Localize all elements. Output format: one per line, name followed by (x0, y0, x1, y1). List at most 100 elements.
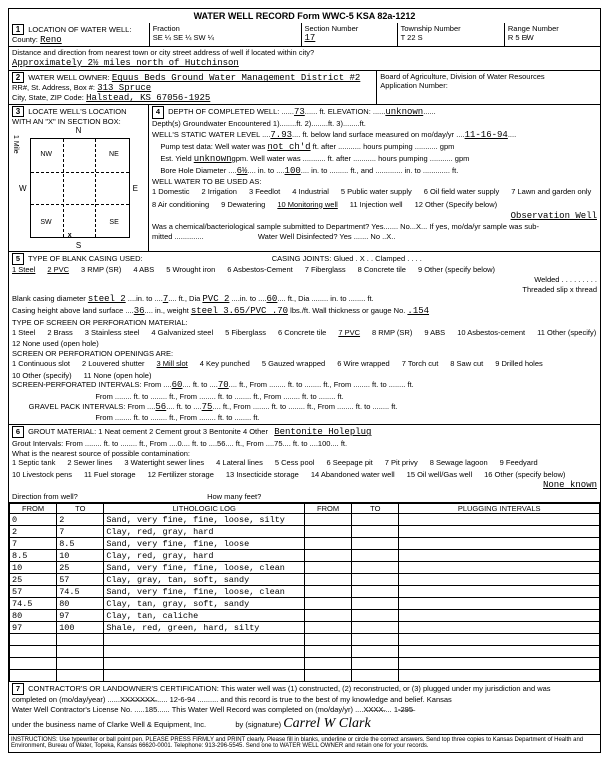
option: 6 Wire wrapped (337, 359, 390, 369)
option: 8 RMP (SR) (372, 328, 412, 338)
board: Board of Agriculture, Division of Water … (380, 72, 544, 81)
s4-num: 4 (152, 106, 164, 118)
option: 5 Gauzed wrapped (262, 359, 325, 369)
option: 14 Abandoned water well (311, 470, 395, 480)
option: 8 Air conditioning (152, 200, 209, 210)
option: 4 Key punched (200, 359, 250, 369)
option: 6 Concrete tile (278, 328, 326, 338)
option: 7 Fiberglass (305, 265, 346, 275)
signature: Carrel W Clark (283, 716, 370, 731)
s3-num: 3 (12, 106, 24, 117)
option: 11 Injection well (350, 200, 403, 210)
option: 7 PVC (338, 328, 360, 338)
option: 11 Fuel storage (84, 470, 136, 480)
option: 3 Mill slot (157, 359, 188, 369)
option: 11 Other (specify) (537, 328, 596, 338)
option: 2 Sewer lines (67, 458, 112, 468)
e-label: E (133, 184, 138, 193)
option: 12 Fertilizer storage (148, 470, 214, 480)
option: 3 RMP (SR) (81, 265, 121, 275)
option: 3 Watertight sewer lines (124, 458, 204, 468)
option: 8 Sewage lagoon (430, 458, 488, 468)
option: 13 Insecticide storage (226, 470, 299, 480)
option: 1 Continuous slot (12, 359, 70, 369)
section-1-num: 1 (12, 24, 24, 35)
county-label: County: (12, 35, 38, 44)
fraction-label: Fraction (153, 24, 180, 33)
option: 7 Pit privy (385, 458, 418, 468)
option: 11 None (open hole) (84, 371, 152, 381)
open-opts: 1 Continuous slot 2 Louvered shutter 3 Mil… (12, 359, 597, 381)
township-val: T 22 S (401, 33, 423, 42)
section-7: 7 CONTRACTOR'S OR LANDOWNER'S CERTIFICAT… (9, 682, 600, 734)
township-label: Township Number (401, 24, 461, 33)
option: 3 Feedlot (249, 187, 280, 197)
lithologic-table: FROMTOLITHOLOGIC LOGFROMTOPLUGGING INTER… (9, 503, 600, 682)
option: 9 ABS (424, 328, 445, 338)
section-val: 17 (305, 33, 316, 43)
casing-types: 1 Steel 2 PVC 3 RMP (SR) 4 ABS 5 Wrought iro… (12, 265, 597, 275)
option: 10 Asbestos-cement (457, 328, 525, 338)
option: 5 Fiberglass (225, 328, 266, 338)
option: 4 Industrial (292, 187, 329, 197)
option: 1 Steel (12, 328, 35, 338)
owner-val: Equus Beds Ground Water Management Distr… (112, 73, 360, 83)
option: 1 Steel (12, 265, 35, 275)
distance-row: Distance and direction from nearest town… (9, 47, 600, 71)
location-grid: NW NE SW SE x (30, 138, 130, 238)
section-6: 6 GROUT MATERIAL: 1 Neat cement 2 Cement… (9, 425, 600, 503)
fraction-val: SE ¼ SE ¼ SW ¼ (153, 33, 214, 42)
perf-opts: 1 Steel2 Brass3 Stainless steel4 Galvani… (12, 328, 597, 350)
county-val: Reno (40, 35, 62, 45)
option: 3 Stainless steel (85, 328, 140, 338)
option: 5 Public water supply (341, 187, 412, 197)
form-container: WATER WELL RECORD Form WWC-5 KSA 82a-121… (8, 8, 601, 753)
appnum: Application Number: (380, 81, 448, 90)
option: 1 Septic tank (12, 458, 55, 468)
option: 9 Drilled holes (495, 359, 543, 369)
w-label: W (19, 184, 27, 193)
section-5: 5 TYPE OF BLANK CASING USED: CASING JOIN… (9, 252, 600, 425)
option: 5 Wrought iron (166, 265, 215, 275)
option: 10 Monitoring well (277, 200, 337, 210)
option: 7 Torch cut (402, 359, 439, 369)
option: 4 Lateral lines (216, 458, 263, 468)
option: 2 Irrigation (202, 187, 237, 197)
form-title: WATER WELL RECORD Form WWC-5 KSA 82a-121… (9, 9, 600, 23)
option: 9 Dewatering (221, 200, 265, 210)
option: 4 ABS (133, 265, 154, 275)
option: 6 Oil field water supply (424, 187, 499, 197)
s3-title: LOCATE WELL'S LOCATION WITH AN "X" IN SE… (12, 107, 127, 126)
option: 8 Concrete tile (358, 265, 406, 275)
s2-num: 2 (12, 72, 24, 83)
instructions: INSTRUCTIONS: Use typewriter or ball poi… (9, 735, 600, 752)
option: 12 Other (Specify below) (415, 200, 498, 210)
option: 5 Cess pool (275, 458, 315, 468)
owner-row: 2 WATER WELL OWNER: Equus Beds Ground Wa… (9, 71, 600, 105)
option: 9 Other (specify below) (418, 265, 495, 275)
distance-val: Approximately 2½ miles north of Hutchins… (12, 58, 239, 68)
option: 2 PVC (47, 265, 69, 275)
option: 10 Other (specify) (12, 371, 72, 381)
option: 9 Feedyard (500, 458, 538, 468)
option: 6 Seepage pit (326, 458, 372, 468)
range-label: Range Number (508, 24, 559, 33)
city-label: City, State, ZIP Code: (12, 93, 84, 102)
option: 2 Louvered shutter (82, 359, 145, 369)
n-label: N (76, 126, 82, 135)
distance-label: Distance and direction from nearest town… (12, 48, 314, 57)
s4-title: DEPTH OF COMPLETED WELL: (168, 107, 279, 116)
addr-label: RR#, St. Address, Box #: (12, 83, 95, 92)
section-1-title: LOCATION OF WATER WELL: (28, 25, 131, 34)
uses-list: 1 Domestic2 Irrigation3 Feedlot4 Industr… (152, 187, 597, 209)
section-label: Section Number (305, 24, 359, 33)
option: 7 Lawn and garden only (511, 187, 591, 197)
s-label: S (76, 241, 81, 250)
addr-val: 313 Spruce (97, 83, 151, 93)
option: 16 Other (specify below) (484, 470, 565, 480)
grout-opts: 1 Neat cement 2 Cement grout 3 Bentonite… (98, 427, 270, 436)
option: 2 Brass (47, 328, 72, 338)
section-3-4: 3 LOCATE WELL'S LOCATION WITH AN "X" IN … (9, 105, 600, 252)
s2-title: WATER WELL OWNER: (28, 73, 109, 82)
option: 8 Saw cut (450, 359, 483, 369)
